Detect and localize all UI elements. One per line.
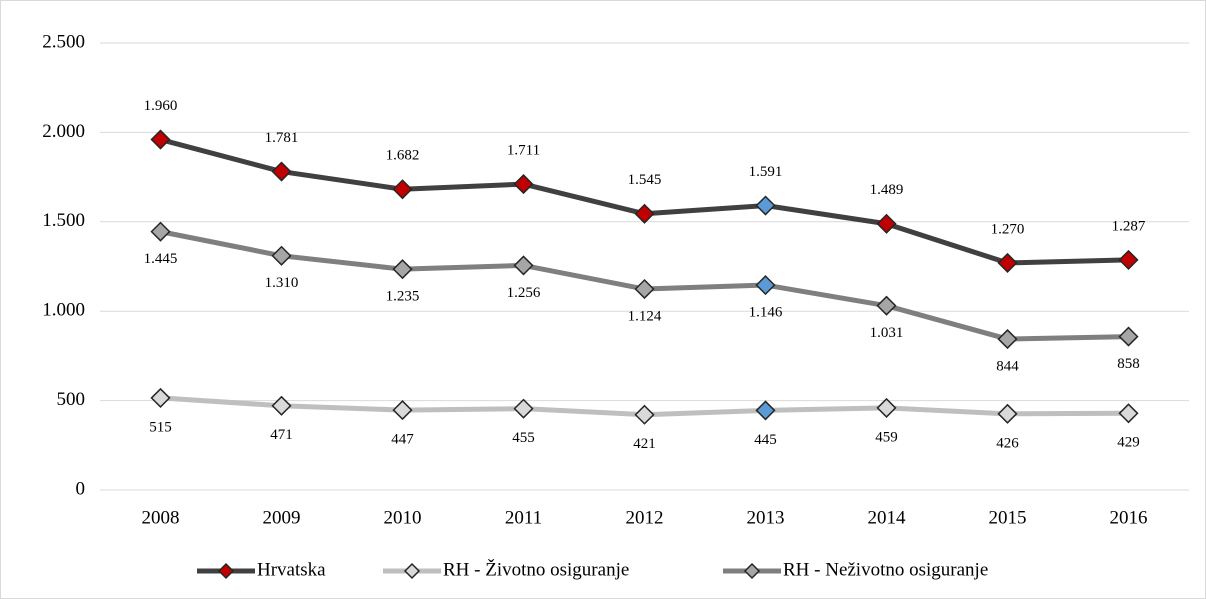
data-label: 445 [754,432,777,448]
marker [876,397,897,418]
marker [876,295,897,316]
marker [150,221,171,242]
data-label: 1.545 [628,172,662,188]
data-label: 1.287 [1112,218,1146,234]
legend-marker [403,562,421,580]
x-tick-label: 2012 [626,507,664,528]
marker [755,195,776,216]
marker [634,404,655,425]
marker [513,174,534,195]
legend-marker [743,562,761,580]
x-tick-label: 2015 [989,507,1027,528]
marker [150,387,171,408]
marker [271,245,292,266]
legend-label: RH - Životno osiguranje [443,558,629,580]
data-label: 421 [633,436,656,452]
data-label: 459 [875,429,898,445]
legend-marker [217,562,235,580]
data-label: 515 [149,419,172,435]
data-label: 1.682 [386,148,420,164]
marker [755,275,776,296]
marker [1118,403,1139,424]
marker [634,278,655,300]
data-label: 1.591 [749,164,783,180]
data-label: 471 [270,427,293,443]
data-label: 426 [996,435,1019,451]
marker [997,329,1018,350]
data-label: 1.781 [265,130,299,146]
legend-label: RH - Neživotno osiguranje [783,559,988,580]
marker [392,400,413,421]
marker [1118,326,1139,347]
data-label: 1.711 [507,143,540,159]
x-tick-label: 2014 [868,507,907,528]
marker [634,203,655,224]
data-label: 447 [391,432,414,448]
y-tick-label: 2.500 [42,31,85,52]
data-label: 1.235 [386,289,420,305]
marker [271,161,292,182]
x-tick-label: 2013 [747,507,785,528]
marker [876,213,897,234]
y-tick-label: 1.500 [42,210,85,231]
data-label: 1.445 [144,251,178,267]
y-tick-label: 1.000 [42,300,85,321]
y-tick-label: 0 [76,478,86,499]
marker [392,259,413,280]
x-tick-label: 2011 [505,507,542,528]
data-label: 1.146 [749,305,783,321]
x-tick-label: 2016 [1110,507,1148,528]
data-label: 1.489 [870,182,904,198]
data-label: 1.960 [144,98,178,114]
marker [513,255,534,276]
data-label: 455 [512,430,535,446]
marker [1118,249,1139,270]
data-label: 858 [1117,356,1140,372]
data-label: 844 [996,359,1019,375]
marker [513,398,534,419]
marker [755,400,776,421]
data-label: 1.310 [265,275,299,291]
marker [997,252,1018,273]
data-label: 1.124 [628,308,662,324]
x-tick-label: 2009 [263,507,301,528]
y-tick-label: 500 [57,389,86,410]
x-tick-label: 2008 [142,507,180,528]
marker [997,403,1018,424]
data-label: 1.031 [870,325,904,341]
data-label: 1.256 [507,285,541,301]
y-tick-label: 2.000 [42,121,85,142]
data-label: 1.270 [991,221,1025,237]
data-label: 429 [1117,435,1140,451]
marker [150,129,171,150]
marker [392,179,413,200]
x-tick-label: 2010 [384,507,422,528]
marker [271,395,292,416]
legend-label: Hrvatska [257,559,326,580]
